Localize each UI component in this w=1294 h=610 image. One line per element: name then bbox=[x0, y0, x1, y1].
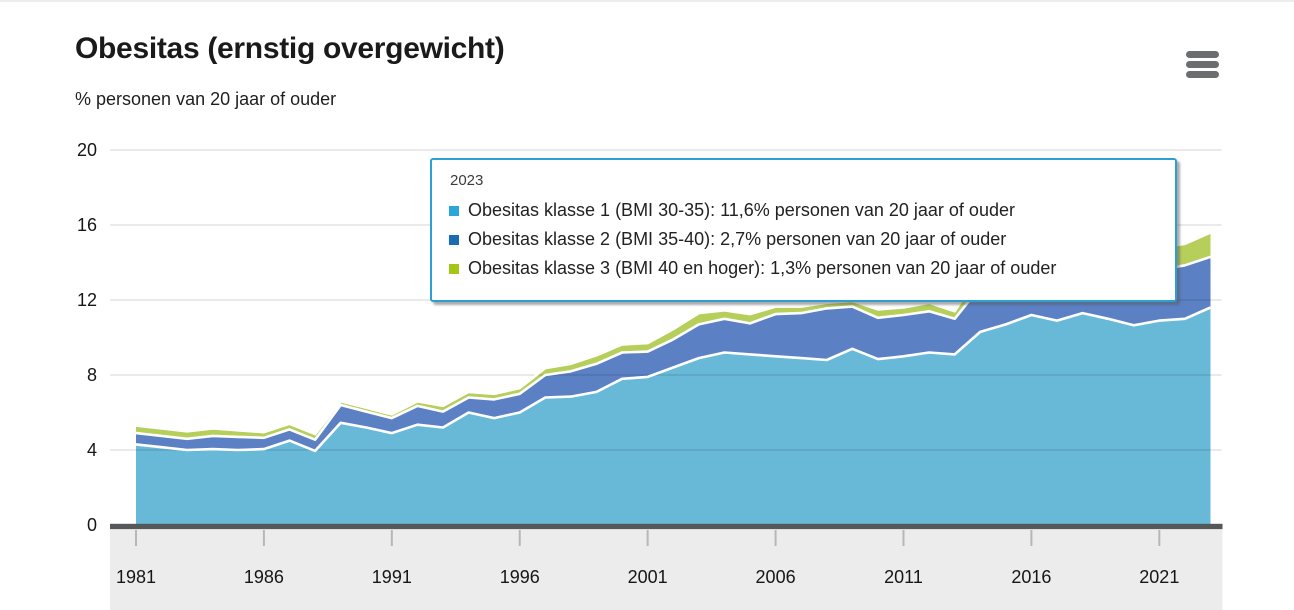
legend-label: Obesitas klasse 1 (BMI 30-35): 11,6% per… bbox=[468, 200, 1015, 220]
legend-marker-icon bbox=[449, 205, 459, 216]
area-klasse-3 bbox=[136, 232, 1211, 440]
y-axis: 0 4 8 12 16 20 bbox=[77, 140, 97, 535]
tooltip-legend-rows: Obesitas klasse 1 (BMI 30-35): 11,6% per… bbox=[449, 196, 1175, 283]
tooltip-legend-row: Obesitas klasse 3 (BMI 40 en hoger): 1,3… bbox=[449, 254, 1175, 283]
legend-marker-icon bbox=[449, 263, 459, 274]
x-tick-label: 2001 bbox=[628, 567, 668, 587]
chart-tooltip: 2023 Obesitas klasse 1 (BMI 30-35): 11,6… bbox=[430, 158, 1177, 302]
y-tick-label: 16 bbox=[77, 215, 97, 235]
legend-label: Obesitas klasse 2 (BMI 35-40): 2,7% pers… bbox=[468, 229, 1007, 249]
y-tick-label: 20 bbox=[77, 140, 97, 160]
area-series bbox=[136, 232, 1211, 525]
y-tick-label: 8 bbox=[87, 365, 97, 385]
chart-title: Obesitas (ernstig overgewicht) bbox=[75, 32, 505, 65]
hamburger-menu-icon bbox=[1186, 50, 1222, 78]
area-klasse-1 bbox=[136, 307, 1211, 525]
tooltip-legend-row: Obesitas klasse 1 (BMI 30-35): 11,6% per… bbox=[449, 196, 1175, 225]
y-tick-label: 4 bbox=[87, 440, 97, 460]
x-axis-baseline bbox=[110, 523, 1223, 530]
x-tick-label: 1981 bbox=[116, 567, 156, 587]
tooltip-legend-row: Obesitas klasse 2 (BMI 35-40): 2,7% pers… bbox=[449, 225, 1175, 254]
legend-marker-icon bbox=[449, 234, 459, 245]
x-axis: 1981 1986 1991 1996 2001 2006 2011 2016 2021 bbox=[116, 530, 1179, 587]
x-tick-label: 1996 bbox=[500, 567, 540, 587]
x-tick-label: 1986 bbox=[244, 567, 284, 587]
y-tick-label: 12 bbox=[77, 290, 97, 310]
x-tick-label: 2021 bbox=[1139, 567, 1179, 587]
chart-subtitle: % personen van 20 jaar of ouder bbox=[75, 89, 337, 109]
chart-menu-button[interactable] bbox=[1186, 48, 1222, 80]
x-axis-band bbox=[110, 530, 1223, 610]
x-tick-label: 2011 bbox=[884, 567, 923, 587]
y-tick-label: 0 bbox=[87, 515, 97, 535]
legend-label: Obesitas klasse 3 (BMI 40 en hoger): 1,3… bbox=[468, 258, 1057, 278]
area-klasse-2 bbox=[136, 256, 1211, 451]
tooltip-year: 2023 bbox=[450, 172, 484, 189]
x-tick-label: 1991 bbox=[372, 567, 412, 587]
x-tick-label: 2016 bbox=[1011, 567, 1051, 587]
x-tick-label: 2006 bbox=[756, 567, 796, 587]
